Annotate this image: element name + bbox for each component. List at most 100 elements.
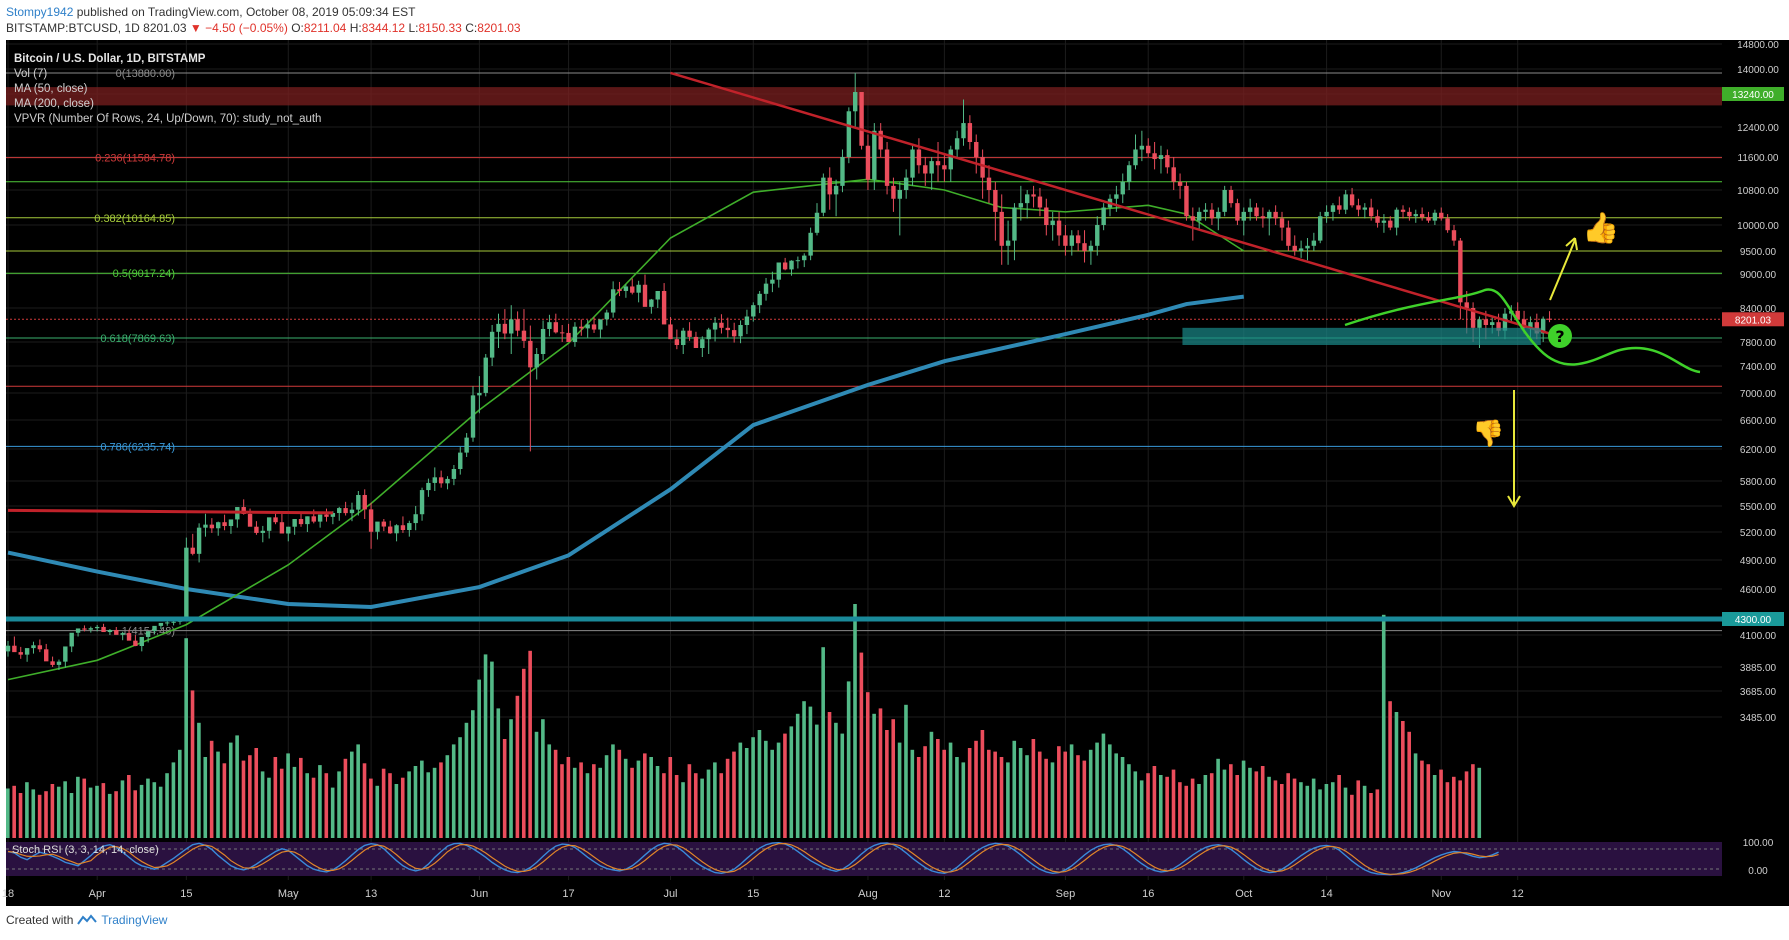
time-axis-label: 15 <box>747 888 759 900</box>
candle-body <box>1483 319 1489 325</box>
volume-bar <box>471 710 475 838</box>
candle-body <box>1063 235 1068 246</box>
volume-bar <box>305 773 309 838</box>
volume-bar <box>1209 773 1214 838</box>
volume-bar <box>18 793 23 838</box>
volume-bar <box>12 785 16 838</box>
volume-bar <box>1401 721 1405 838</box>
volume-bar <box>1413 753 1418 838</box>
volume-bar <box>107 793 112 838</box>
candle-body <box>470 395 476 438</box>
volume-bar <box>1330 782 1335 838</box>
candle-body <box>388 526 393 534</box>
volume-bar <box>999 757 1004 838</box>
candle-body <box>152 625 157 632</box>
candle-body <box>1126 165 1132 182</box>
volume-bar <box>184 638 188 838</box>
volume-bar <box>311 777 316 838</box>
volume-bar <box>515 695 520 838</box>
volume-bar <box>1031 739 1036 838</box>
volume-bar <box>1388 701 1392 838</box>
volume-bar <box>496 708 501 838</box>
ma-lines-layer <box>7 178 1245 681</box>
candle-body <box>853 92 858 112</box>
candle-body <box>1133 149 1138 166</box>
volume-bar <box>572 767 577 838</box>
candle-body <box>165 622 170 624</box>
volume-bar <box>254 748 259 838</box>
time-axis-label: Aug <box>858 888 878 900</box>
candle-body <box>1439 212 1444 219</box>
volume-bar <box>1350 794 1354 838</box>
candle-body <box>986 177 992 190</box>
candle-body <box>502 323 508 334</box>
axes-layer: 14800.00 14000.00 13240.00 12400.00 11600.00… <box>2 40 1784 906</box>
volume-bar <box>872 713 876 838</box>
volume-bar <box>1267 776 1271 838</box>
volume-bar <box>617 749 622 838</box>
candle-body <box>489 331 495 358</box>
volume-bar <box>643 753 647 838</box>
candle-body <box>426 482 431 491</box>
candle-body <box>1515 310 1520 320</box>
volume-bar <box>1037 751 1042 838</box>
volume-bar <box>1432 775 1437 838</box>
candle-body <box>1534 322 1539 334</box>
candle-body <box>1496 322 1501 331</box>
price-axis-label: 3485.00 <box>1740 713 1777 724</box>
volume-bar <box>1222 769 1227 838</box>
candle-body <box>101 626 106 633</box>
candle-body <box>107 629 113 633</box>
candle-body <box>891 185 896 199</box>
low-value: 8150.33 <box>418 21 462 35</box>
bearish-arrowhead-icon <box>1507 495 1521 508</box>
candle-body <box>534 354 539 368</box>
candle-body <box>298 519 304 525</box>
candle-body <box>1286 227 1291 246</box>
candle-body <box>1228 190 1234 204</box>
candle-body <box>139 636 144 647</box>
volume-bar <box>279 768 284 838</box>
price-axis-panel <box>1722 40 1789 906</box>
candle-body <box>1267 211 1272 219</box>
volume-bar <box>120 780 125 838</box>
candle-body <box>419 490 425 515</box>
price-axis-label: 4100.00 <box>1740 631 1777 642</box>
candle-body <box>1292 245 1297 251</box>
volume-bar <box>923 746 927 838</box>
volume-bar <box>553 749 558 838</box>
candle-body <box>216 522 221 529</box>
price-axis-label: 12400.00 <box>1737 123 1779 134</box>
candle-body <box>903 177 909 190</box>
time-axis-label: Jul <box>663 888 677 900</box>
volume-bar <box>190 690 195 838</box>
volume-bar <box>1190 778 1195 838</box>
candle-body <box>82 628 87 630</box>
volume-bar <box>31 789 36 838</box>
volume-bar <box>687 764 692 838</box>
legend-item: Vol (7) <box>14 68 47 80</box>
volume-bar <box>1337 775 1341 838</box>
volume-bar <box>216 751 220 838</box>
volume-bar <box>1146 773 1150 838</box>
candle-body <box>241 507 246 514</box>
volume-bar <box>407 771 411 838</box>
legend-item: MA (200, close) <box>14 98 94 110</box>
time-axis-label: 12 <box>938 888 950 900</box>
candle-body <box>451 469 457 479</box>
price-axis-label: 14000.00 <box>1737 65 1779 76</box>
candle-body <box>1362 207 1368 210</box>
volume-bar <box>980 730 985 838</box>
tradingview-brand[interactable]: TradingView <box>101 913 168 927</box>
volume-bar <box>885 730 889 838</box>
volume-bar <box>25 782 29 838</box>
candle-body <box>1413 214 1418 217</box>
candle-body <box>222 522 227 527</box>
candles-layer <box>5 72 1552 670</box>
volume-bar <box>802 701 806 838</box>
candle-body <box>1095 225 1100 246</box>
author-name[interactable]: Stompy1942 <box>6 5 74 19</box>
volume-bar <box>400 777 405 838</box>
candle-body <box>1311 240 1317 246</box>
